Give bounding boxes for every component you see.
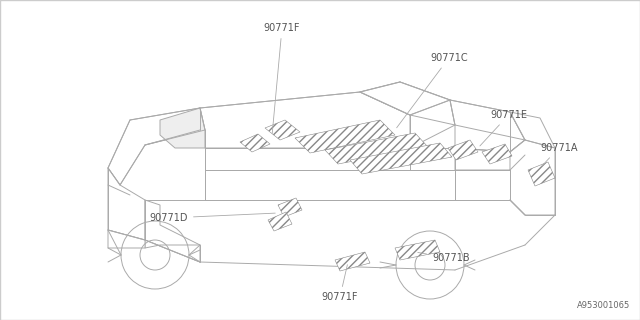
- Polygon shape: [295, 120, 395, 153]
- Polygon shape: [205, 148, 455, 170]
- Text: 90771D: 90771D: [150, 213, 275, 223]
- Polygon shape: [108, 108, 205, 185]
- Polygon shape: [108, 230, 145, 248]
- Text: 90771B: 90771B: [418, 252, 470, 263]
- Polygon shape: [510, 140, 555, 215]
- Polygon shape: [278, 198, 302, 217]
- Polygon shape: [335, 252, 370, 271]
- Polygon shape: [448, 140, 478, 160]
- Polygon shape: [455, 170, 510, 200]
- Text: 90771F: 90771F: [322, 265, 358, 302]
- Polygon shape: [360, 82, 450, 115]
- Polygon shape: [350, 143, 452, 174]
- Polygon shape: [240, 134, 270, 152]
- Text: 90771F: 90771F: [264, 23, 300, 133]
- Polygon shape: [265, 120, 300, 140]
- Polygon shape: [145, 200, 200, 262]
- Polygon shape: [200, 92, 410, 148]
- Polygon shape: [205, 170, 455, 200]
- Polygon shape: [268, 212, 292, 231]
- Polygon shape: [528, 162, 555, 186]
- Polygon shape: [360, 82, 455, 125]
- Polygon shape: [145, 240, 200, 262]
- Polygon shape: [325, 133, 428, 164]
- Text: A953001065: A953001065: [577, 301, 630, 310]
- Polygon shape: [108, 168, 145, 240]
- Polygon shape: [160, 108, 205, 148]
- Text: 90771C: 90771C: [397, 53, 468, 128]
- Polygon shape: [455, 140, 525, 170]
- Polygon shape: [395, 240, 440, 260]
- Polygon shape: [482, 144, 512, 164]
- Polygon shape: [510, 112, 555, 158]
- Text: 90771E: 90771E: [480, 110, 527, 146]
- Polygon shape: [450, 100, 525, 152]
- Text: 90771A: 90771A: [540, 143, 577, 166]
